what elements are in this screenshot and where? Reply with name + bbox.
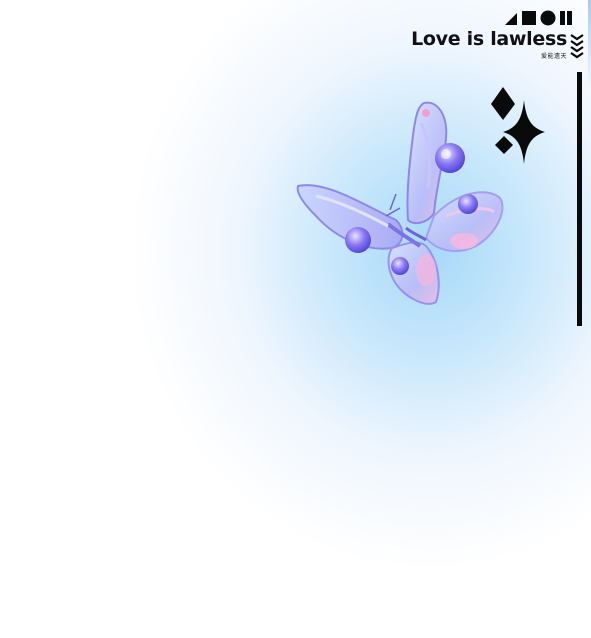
triangle-icon — [505, 13, 517, 25]
vertical-bar — [577, 72, 582, 326]
chevron-stack-icon — [570, 34, 584, 60]
square-icon — [522, 11, 536, 25]
bars-icon-second — [567, 11, 572, 25]
brand-subtitle: 爱能遗天 — [541, 51, 567, 60]
brand-title: Love is lawless — [411, 28, 567, 50]
bars-icon — [560, 11, 565, 25]
butterfly-illustration — [296, 98, 510, 308]
circle-icon — [541, 11, 556, 26]
top-shapes-icon — [505, 10, 575, 26]
